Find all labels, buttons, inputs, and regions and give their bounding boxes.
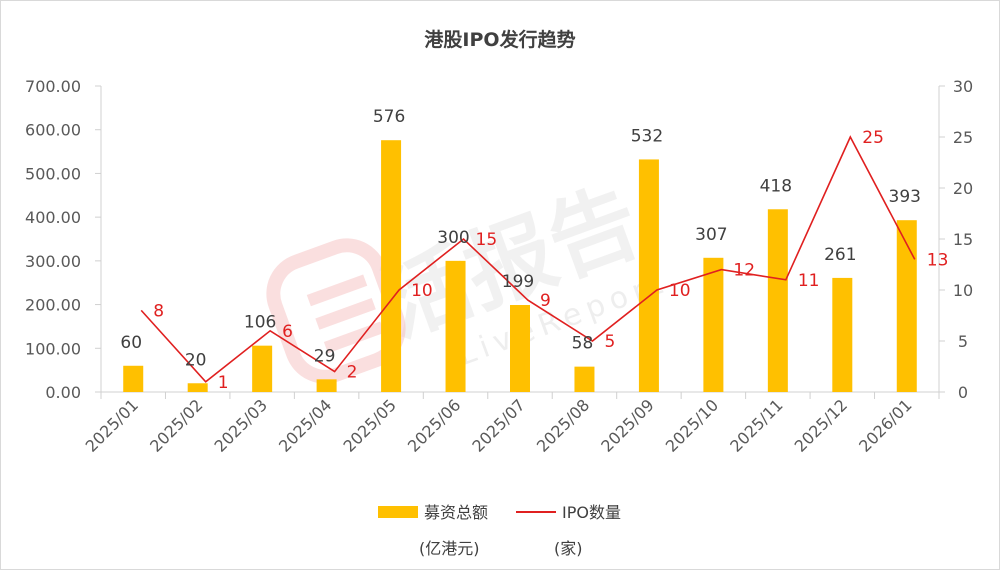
x-tick-label: 2025/06 [404,395,464,455]
bar [703,257,724,392]
bar [510,305,530,392]
line-value-label: 13 [927,250,949,270]
y-tick-label-right: 20 [953,179,973,198]
bar [896,220,917,392]
y-tick-label-right: 30 [953,77,973,96]
bar [832,277,853,392]
bar [445,260,466,392]
x-tick-label: 2025/11 [726,395,786,455]
x-tick-label: 2025/03 [211,395,271,455]
legend: 募资总额 IPO数量 (亿港元) (家) [378,503,621,558]
x-tick-label: 2025/07 [468,395,528,455]
line-value-label: 25 [862,128,884,148]
bar-value-label: 20 [185,350,207,370]
bar [316,379,337,392]
y-tick-label-left: 300.00 [25,252,81,271]
x-tick-label: 2025/01 [82,395,142,455]
legend-swatch-bar [378,506,418,518]
line-value-label: 10 [411,281,433,301]
y-tick-label-left: 500.00 [25,164,81,183]
bar [767,209,788,392]
bar [638,159,659,392]
y-tick-label-right: 25 [953,128,973,147]
data-labels: 60 20 106 29 576 300 199 58 532 307 418 261 393 8 1 6 2 1… [120,107,948,393]
bar-value-label: 300 [437,228,469,248]
line-value-label: 6 [282,322,293,342]
bar-value-label: 199 [502,272,534,292]
line-value-label: 2 [347,363,358,383]
legend-label-bar: 募资总额 [424,503,488,522]
line-value-label: 11 [798,271,820,291]
x-tick-label: 2025/02 [146,395,206,455]
bar [381,140,402,392]
bar-value-label: 576 [373,107,405,127]
bar [574,366,595,392]
y-tick-label-right: 0 [958,383,968,402]
y-tick-label-right: 10 [953,281,973,300]
line-value-label: 12 [733,261,755,281]
y-tick-label-right: 15 [953,230,973,249]
line-value-label: 10 [669,281,691,301]
bar-value-label: 307 [695,225,727,245]
bar-value-label: 106 [244,313,276,333]
x-tick-label: 2025/10 [662,395,722,455]
legend-unit-line: (家) [554,539,583,558]
bar-value-label: 261 [824,245,856,265]
legend-label-line: IPO数量 [562,503,621,522]
bar [123,365,144,392]
x-tick-label: 2025/12 [791,395,851,455]
line-series [140,135,916,383]
bar-value-label: 532 [631,126,663,146]
x-tick-label: 2026/01 [855,395,915,455]
y-tick-label-left: 400.00 [25,208,81,227]
x-tick-label: 2025/05 [339,395,399,455]
line-value-label: 5 [604,332,615,352]
y-tick-label-left: 200.00 [25,296,81,315]
bar-value-label: 393 [889,187,921,207]
bars [123,140,917,392]
legend-unit-bar: (亿港元) [419,539,480,558]
line-value-label: 1 [218,373,229,393]
x-tick-label: 2025/04 [275,395,335,455]
x-tick-label: 2025/09 [597,395,657,455]
bar-value-label: 29 [314,346,336,366]
x-tick-label: 2025/08 [533,395,593,455]
bar-value-label: 60 [120,333,142,353]
series-line [140,135,916,383]
bar-value-label: 58 [572,334,594,354]
line-value-label: 8 [153,301,164,321]
y-tick-label-left: 700.00 [25,77,81,96]
line-value-label: 9 [540,291,551,311]
bar [252,345,273,392]
line-value-label: 15 [476,230,498,250]
chart-title: 港股IPO发行趋势 [424,28,575,51]
y-tick-label-left: 600.00 [25,121,81,140]
bar [187,383,208,392]
bar-value-label: 418 [760,176,792,196]
y-tick-label-left: 100.00 [25,339,81,358]
y-tick-label-right: 5 [958,332,968,351]
y-tick-label-left: 0.00 [45,383,81,402]
